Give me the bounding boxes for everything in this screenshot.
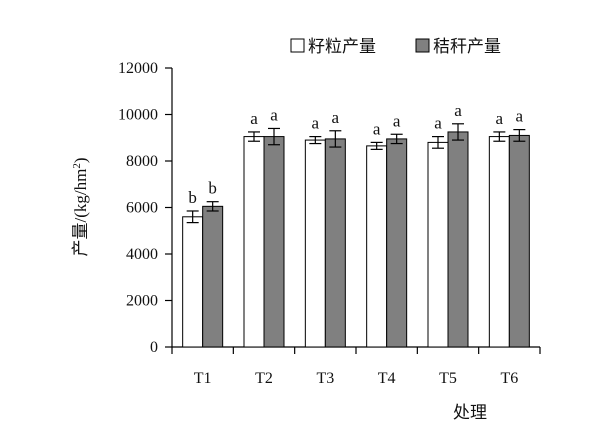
bar bbox=[508, 134, 530, 348]
legend-swatch-grain bbox=[290, 38, 305, 53]
bar bbox=[243, 136, 265, 348]
y-tick-label: 10000 bbox=[118, 107, 158, 124]
bars bbox=[182, 131, 530, 348]
bar bbox=[447, 131, 469, 348]
bar bbox=[202, 205, 224, 348]
y-axis-title-superscript: 2 bbox=[71, 163, 83, 169]
significance-label: a bbox=[332, 108, 340, 127]
x-tick-label: T5 bbox=[439, 370, 457, 387]
legend-label-grain: 籽粒产量 bbox=[308, 37, 376, 56]
significance-label: a bbox=[270, 105, 278, 124]
bar bbox=[488, 136, 510, 348]
bar bbox=[427, 141, 449, 348]
legend-swatch-straw bbox=[415, 38, 430, 53]
significance-label: a bbox=[496, 109, 504, 128]
significance-label: a bbox=[393, 111, 401, 130]
x-axis-title: 处理 bbox=[453, 403, 487, 422]
significance-label: a bbox=[373, 119, 381, 138]
legend-label-straw: 秸秆产量 bbox=[433, 37, 501, 56]
legend: 籽粒产量 秸秆产量 bbox=[290, 37, 501, 56]
y-axis-title-main: 产量/(kg/hm bbox=[71, 169, 90, 257]
significance-label: a bbox=[250, 109, 258, 128]
y-tick-label: 6000 bbox=[126, 200, 158, 217]
significance-label: a bbox=[516, 107, 524, 126]
significance-label: b bbox=[208, 179, 217, 198]
x-axis: T1 T2 T3 T4 T5 T6 bbox=[171, 346, 541, 387]
bar bbox=[182, 216, 204, 348]
error-bars bbox=[186, 123, 526, 224]
significance-labels: ba a a a aba a aa a bbox=[188, 101, 523, 207]
y-tick-label: 12000 bbox=[118, 60, 158, 77]
y-tick-label: 2000 bbox=[126, 293, 158, 310]
bar bbox=[324, 138, 346, 348]
significance-label: a bbox=[454, 101, 462, 120]
x-tick-label: T2 bbox=[255, 370, 273, 387]
significance-label: a bbox=[434, 114, 442, 133]
x-tick-label: T1 bbox=[194, 370, 212, 387]
x-tick-label: T6 bbox=[500, 370, 518, 387]
x-tick-label: T4 bbox=[378, 370, 396, 387]
x-tick-label: T3 bbox=[316, 370, 334, 387]
bar bbox=[304, 139, 326, 348]
y-tick-label: 0 bbox=[150, 339, 158, 356]
y-tick-label: 8000 bbox=[126, 153, 158, 170]
bar bbox=[263, 136, 285, 348]
bar bbox=[386, 138, 408, 348]
y-axis: 0 2000 4000 6000 8000 10000 12000 bbox=[118, 60, 173, 356]
y-tick-label: 4000 bbox=[126, 246, 158, 263]
bar bbox=[366, 145, 388, 348]
significance-label: b bbox=[188, 188, 197, 207]
significance-label: a bbox=[312, 114, 320, 133]
y-axis-title-close: ) bbox=[71, 157, 90, 163]
y-axis-title: 产量/(kg/hm2) bbox=[71, 157, 90, 256]
